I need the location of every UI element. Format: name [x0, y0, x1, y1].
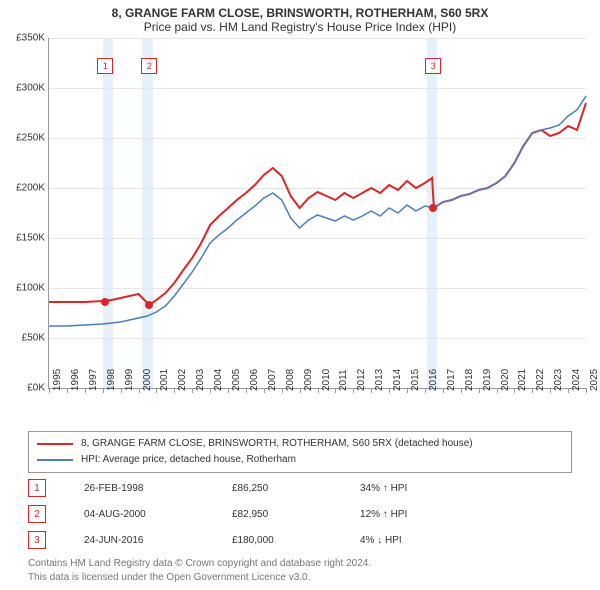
marker-box: 3 [425, 58, 441, 74]
x-tick-label: 2023 [553, 369, 564, 391]
x-tick-label: 2016 [428, 369, 439, 391]
x-tick-label: 2024 [571, 369, 582, 391]
series-hpi [49, 96, 586, 326]
annotation-row: 204-AUG-2000£82,95012% ↑ HPI [28, 505, 572, 523]
marker-box: 2 [141, 58, 157, 74]
y-tick-label: £300K [16, 83, 49, 94]
annotation-row: 324-JUN-2016£180,0004% ↓ HPI [28, 531, 572, 549]
chart-title: 8, GRANGE FARM CLOSE, BRINSWORTH, ROTHER… [4, 6, 596, 20]
x-tick-label: 2014 [392, 369, 403, 391]
chart-subtitle: Price paid vs. HM Land Registry's House … [4, 20, 596, 34]
annotation-table: 126-FEB-1998£86,25034% ↑ HPI 204-AUG-2000… [28, 479, 572, 549]
x-tick-label: 2004 [213, 369, 224, 391]
x-tick-label: 2005 [231, 369, 242, 391]
y-tick-label: £150K [16, 233, 49, 244]
chart-plot: £0K£50K£100K£150K£200K£250K£300K£350K123 [48, 38, 586, 389]
y-tick-label: £250K [16, 133, 49, 144]
marker-box: 1 [97, 58, 113, 74]
annotation-row: 126-FEB-1998£86,25034% ↑ HPI [28, 479, 572, 497]
x-tick-label: 2002 [177, 369, 188, 391]
x-tick-label: 2018 [464, 369, 475, 391]
y-tick-label: £200K [16, 183, 49, 194]
x-tick-label: 2009 [303, 369, 314, 391]
x-tick-label: 2020 [500, 369, 511, 391]
x-tick-label: 1996 [70, 369, 81, 391]
x-tick-label: 2021 [517, 369, 528, 391]
legend: 8, GRANGE FARM CLOSE, BRINSWORTH, ROTHER… [28, 431, 572, 473]
x-tick-label: 1995 [52, 369, 63, 391]
x-tick-label: 2008 [285, 369, 296, 391]
x-tick-label: 2022 [535, 369, 546, 391]
footer-line-2: This data is licensed under the Open Gov… [28, 571, 572, 585]
x-tick-label: 2001 [159, 369, 170, 391]
footer-attribution: Contains HM Land Registry data © Crown c… [28, 557, 572, 585]
x-tick-label: 2017 [446, 369, 457, 391]
x-tick-label: 2015 [410, 369, 421, 391]
x-tick-label: 1998 [106, 369, 117, 391]
x-tick-label: 1999 [124, 369, 135, 391]
y-tick-label: £0K [27, 383, 49, 394]
x-tick-label: 2007 [267, 369, 278, 391]
y-tick-label: £100K [16, 283, 49, 294]
x-tick-label: 1997 [88, 369, 99, 391]
x-tick-label: 2011 [338, 369, 349, 391]
chart-lines [49, 38, 586, 388]
footer-line-1: Contains HM Land Registry data © Crown c… [28, 557, 572, 571]
legend-item: 8, GRANGE FARM CLOSE, BRINSWORTH, ROTHER… [37, 436, 563, 452]
x-tick-label: 2013 [374, 369, 385, 391]
x-tick-label: 2003 [195, 369, 206, 391]
x-tick-label: 2006 [249, 369, 260, 391]
x-tick-label: 2025 [589, 369, 600, 391]
y-tick-label: £50K [22, 333, 49, 344]
x-axis-labels: 1995199619971998199920002001200220032004… [48, 389, 586, 429]
x-tick-label: 2019 [482, 369, 493, 391]
legend-item: HPI: Average price, detached house, Roth… [37, 452, 563, 468]
series-subject [49, 103, 586, 305]
x-tick-label: 2012 [356, 369, 367, 391]
x-tick-label: 2000 [142, 369, 153, 391]
x-tick-label: 2010 [321, 369, 332, 391]
y-tick-label: £350K [16, 33, 49, 44]
